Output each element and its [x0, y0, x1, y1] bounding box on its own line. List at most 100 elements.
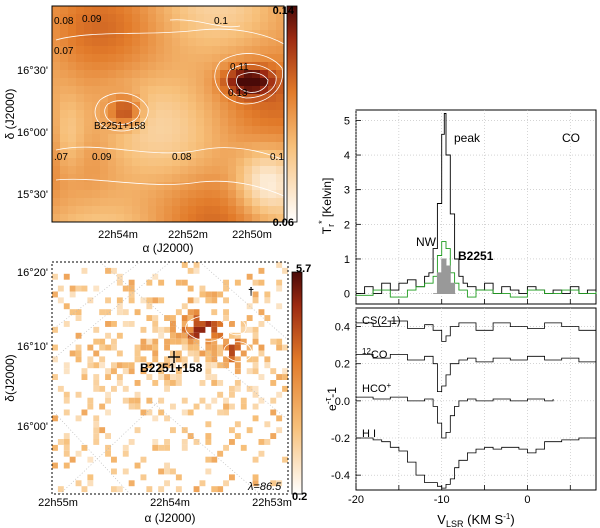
pixel-cell	[164, 374, 170, 380]
heat-cell	[180, 206, 189, 215]
heat-cell	[148, 214, 157, 222]
heat-cell	[60, 134, 69, 143]
pixel-cell	[116, 332, 123, 339]
heat-cell	[100, 62, 109, 71]
pixel-cell	[205, 291, 212, 298]
heat-cell	[92, 206, 101, 215]
heat-cell	[132, 38, 141, 47]
pixel-cell	[164, 344, 170, 351]
heat-cell	[260, 134, 269, 143]
heat-cell	[172, 174, 181, 183]
pixel-cell	[105, 444, 111, 451]
y-axis-label: δ(J2000)	[3, 354, 17, 401]
heat-cell	[252, 166, 261, 175]
heat-cell	[164, 118, 173, 127]
heat-cell	[84, 150, 93, 159]
heat-cell	[204, 150, 213, 159]
heat-cell	[84, 54, 93, 63]
heat-cell	[188, 70, 197, 79]
pixel-cell	[217, 486, 224, 493]
heat-cell	[156, 78, 165, 87]
heat-cell	[76, 86, 85, 95]
pixel-cell	[175, 309, 182, 316]
heat-cell	[60, 126, 69, 135]
pixel-cell	[211, 291, 218, 298]
pixel-cell	[111, 344, 117, 351]
heat-cell	[212, 190, 221, 199]
heat-cell	[252, 30, 261, 39]
heat-cell	[260, 94, 269, 103]
heat-cell	[236, 158, 245, 167]
heat-cell	[180, 118, 189, 127]
pixel-cell	[140, 368, 147, 375]
heat-cell	[108, 158, 117, 167]
pixel-cell	[217, 344, 224, 351]
pixel-cell	[264, 291, 271, 298]
heat-cell	[220, 158, 229, 167]
heat-cell	[156, 22, 165, 31]
bottom-left-cbar-max: 5.7	[296, 263, 311, 275]
pixel-cell	[152, 326, 159, 333]
pixel-cell	[146, 344, 153, 351]
heat-cell	[116, 166, 125, 175]
pixel-cell	[122, 444, 129, 451]
heat-cell	[212, 206, 221, 215]
heat-cell	[116, 6, 125, 15]
heat-cell	[228, 78, 237, 87]
series-12co	[356, 354, 597, 392]
pixel-cell	[181, 344, 188, 351]
heat-cell	[100, 134, 109, 143]
pixel-cell	[193, 338, 200, 345]
heat-cell	[244, 110, 253, 119]
heat-cell	[60, 158, 69, 167]
heat-cell	[156, 158, 165, 167]
heat-cell	[188, 166, 197, 175]
pixel-cell	[134, 309, 141, 316]
heat-cell	[236, 14, 245, 23]
heat-cell	[156, 118, 165, 127]
heat-cell	[60, 198, 69, 207]
pixel-cell	[105, 409, 111, 416]
bottom-left-marker-label: †	[248, 286, 254, 298]
heat-cell	[212, 110, 221, 119]
heat-cell	[116, 14, 125, 23]
upper-right-spectrum-panel: 0 1 2 3 4 5 peak CO NW B2251 Tr* [Kelvin]	[317, 109, 597, 305]
heat-cell	[220, 190, 229, 199]
pixel-cell	[187, 297, 194, 304]
heat-cell	[180, 190, 189, 199]
pixel-cell	[223, 279, 229, 286]
heat-cell	[68, 54, 77, 63]
pixel-cell	[240, 403, 247, 410]
source-label: B2251+158	[94, 121, 146, 132]
heat-cell	[124, 6, 133, 15]
heat-cell	[276, 118, 284, 127]
heat-cell	[116, 46, 125, 55]
pixel-cell	[122, 362, 129, 369]
heat-cell	[196, 38, 205, 47]
heat-cell	[148, 206, 157, 215]
heat-cell	[140, 150, 149, 159]
heat-cell	[52, 182, 61, 191]
pixel-cell	[164, 444, 170, 451]
heat-cell	[244, 62, 253, 71]
heat-cell	[236, 126, 245, 135]
heat-cell	[276, 214, 284, 222]
pixel-cell	[164, 480, 170, 487]
heat-cell	[132, 78, 141, 87]
pixel-cell	[276, 303, 283, 310]
heat-cell	[180, 46, 189, 55]
heat-cell	[188, 30, 197, 39]
heat-cell	[76, 38, 85, 47]
heat-cell	[172, 54, 181, 63]
heat-cell	[148, 110, 157, 119]
heat-cell	[68, 190, 77, 199]
heat-cell	[84, 126, 93, 135]
pixel-cell	[252, 326, 259, 333]
heat-cell	[180, 110, 189, 119]
pixel-cell	[63, 397, 70, 404]
heat-cell	[180, 198, 189, 207]
heat-cell	[236, 150, 245, 159]
heat-cell	[196, 22, 205, 31]
pixel-cell	[105, 374, 111, 380]
pixel-cell	[211, 356, 218, 363]
